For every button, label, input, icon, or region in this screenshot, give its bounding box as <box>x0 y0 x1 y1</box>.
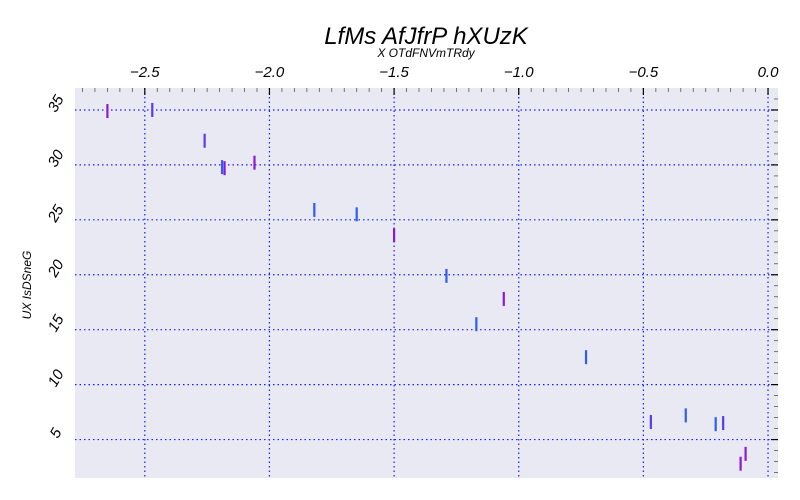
plot-area <box>75 88 778 478</box>
x-tick-labels: −2.5 −2.0 −1.5 −1.0 −0.5 0.0 <box>130 64 779 81</box>
y-tick-label: 30 <box>45 147 68 171</box>
x-tick-label: −0.5 <box>629 64 659 81</box>
data-points <box>106 102 747 471</box>
y-tick-label: 10 <box>45 366 68 390</box>
y-axis-label: UX IsDSneG <box>20 251 34 320</box>
y-tick-label: 25 <box>44 202 68 226</box>
y-tick-labels: 5 10 15 20 25 30 35 <box>44 92 68 441</box>
x-tick-label: −2.5 <box>130 64 160 81</box>
y-tick-label: 5 <box>47 425 66 441</box>
y-tick-label: 35 <box>45 92 68 116</box>
x-tick-label: 0.0 <box>758 64 780 81</box>
x-axis-label: X OTdFNVmTRdy <box>376 46 475 60</box>
x-tick-label: −1.5 <box>379 64 409 81</box>
x-tick-label: −1.0 <box>504 64 534 81</box>
grid <box>75 88 778 478</box>
chart-title: LfMs AfJfrP hXUzK <box>324 23 529 50</box>
y-tick-label: 20 <box>44 256 68 280</box>
y-tick-label: 15 <box>45 311 68 335</box>
axis-ticks <box>82 88 778 473</box>
x-tick-label: −2.0 <box>255 64 285 81</box>
